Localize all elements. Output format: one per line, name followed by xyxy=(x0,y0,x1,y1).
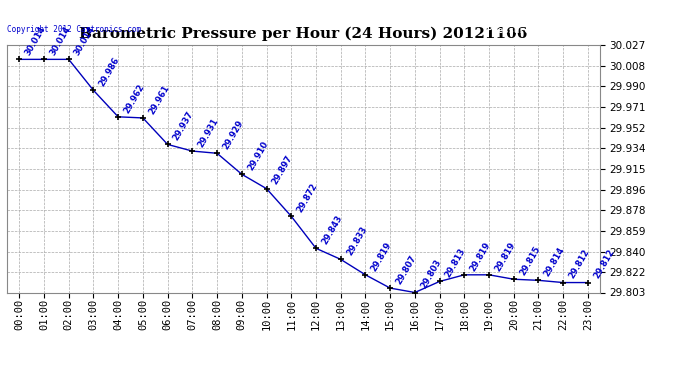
Text: 29.812: 29.812 xyxy=(592,248,616,280)
Text: 29.872: 29.872 xyxy=(295,182,319,214)
Text: Copyright 2012 Cartronics.com: Copyright 2012 Cartronics.com xyxy=(7,25,141,34)
Text: 29.961: 29.961 xyxy=(147,83,171,116)
Text: 29.937: 29.937 xyxy=(172,110,196,142)
Text: 29.897: 29.897 xyxy=(270,154,295,186)
Text: 29.929: 29.929 xyxy=(221,118,245,151)
Text: 29.814: 29.814 xyxy=(542,246,566,278)
Text: 29.833: 29.833 xyxy=(345,225,368,257)
Text: 30.014: 30.014 xyxy=(48,25,72,57)
Text: 29.819: 29.819 xyxy=(370,240,393,273)
Text: 29.931: 29.931 xyxy=(197,117,220,149)
Text: 29.807: 29.807 xyxy=(394,254,418,286)
Text: 29.815: 29.815 xyxy=(518,244,542,277)
Text: 29.813: 29.813 xyxy=(444,247,468,279)
Text: 30.014: 30.014 xyxy=(73,25,97,57)
Text: 29.819: 29.819 xyxy=(493,240,517,273)
Text: 29.962: 29.962 xyxy=(122,82,146,115)
Text: 29.819: 29.819 xyxy=(469,240,493,273)
Text: 29.986: 29.986 xyxy=(97,56,121,88)
Title: Barometric Pressure per Hour (24 Hours) 20121106: Barometric Pressure per Hour (24 Hours) … xyxy=(79,27,528,41)
Text: 30.014: 30.014 xyxy=(23,25,48,57)
Text: 29.843: 29.843 xyxy=(320,214,344,246)
Text: Pressure  (Inches/Hg): Pressure (Inches/Hg) xyxy=(487,26,600,36)
Text: 29.910: 29.910 xyxy=(246,140,270,172)
Text: 29.812: 29.812 xyxy=(567,248,591,280)
Text: 29.803: 29.803 xyxy=(419,258,443,290)
